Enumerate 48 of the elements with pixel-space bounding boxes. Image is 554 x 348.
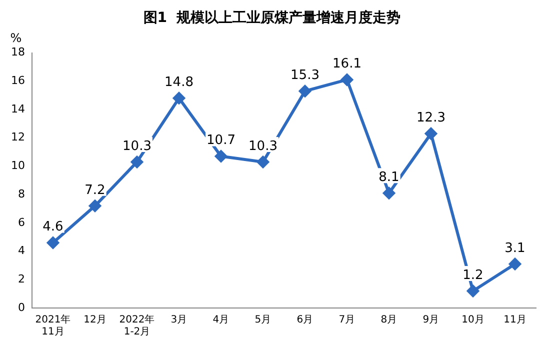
data-label: 10.3	[122, 138, 152, 154]
x-tick-label: 2021年 11月	[35, 314, 71, 338]
point	[215, 150, 227, 162]
data-label: 10.3	[248, 138, 278, 154]
point	[425, 128, 437, 140]
point	[46, 236, 59, 249]
point	[467, 284, 479, 297]
x-tick-label: 5月	[254, 314, 272, 326]
point	[257, 156, 269, 168]
y-tick-label: 4	[18, 244, 25, 258]
chart-title: 图1 规模以上工业原煤产量增速月度走势	[143, 9, 401, 26]
y-axis-title: %	[10, 30, 22, 45]
data-label: 7.2	[84, 182, 106, 198]
y-tick-label: 18	[10, 46, 25, 59]
y-tick-label: 2	[18, 272, 25, 286]
data-label: 14.8	[164, 75, 194, 90]
data-label: 3.1	[504, 240, 526, 256]
y-tick-label: 0	[18, 300, 25, 314]
x-tick-label: 3月	[170, 314, 188, 326]
point	[173, 92, 185, 104]
x-tick-label: 7月	[338, 314, 356, 326]
x-tick-label: 10月	[462, 314, 484, 326]
data-label: 4.6	[42, 220, 64, 235]
y-tick-label: 12	[10, 130, 25, 144]
point	[341, 74, 353, 86]
x-tick-label: 8月	[380, 314, 398, 326]
y-tick-label: 6	[18, 216, 25, 229]
data-label: 8.1	[378, 170, 400, 186]
x-tick-label: 11月	[504, 314, 526, 326]
point	[509, 258, 521, 270]
y-tick-label: 10	[10, 159, 25, 172]
point	[89, 200, 101, 212]
point	[131, 156, 143, 168]
x-tick-label: 12月	[84, 314, 106, 326]
x-tick-label: 2022年 1-2月	[119, 314, 155, 338]
y-tick-label: 16	[10, 74, 25, 88]
data-label: 16.1	[332, 56, 362, 72]
data-label: 1.2	[462, 268, 484, 283]
y-tick-label: 8	[18, 187, 25, 200]
data-label: 12.3	[416, 110, 446, 126]
x-tick-label: 4月	[212, 314, 230, 326]
point	[299, 85, 311, 98]
x-tick-label: 6月	[296, 314, 314, 326]
point	[383, 187, 395, 200]
data-label: 15.3	[290, 68, 320, 83]
data-label: 10.7	[206, 133, 236, 148]
y-tick-label: 14	[10, 102, 25, 116]
x-tick-label: 9月	[422, 314, 440, 326]
